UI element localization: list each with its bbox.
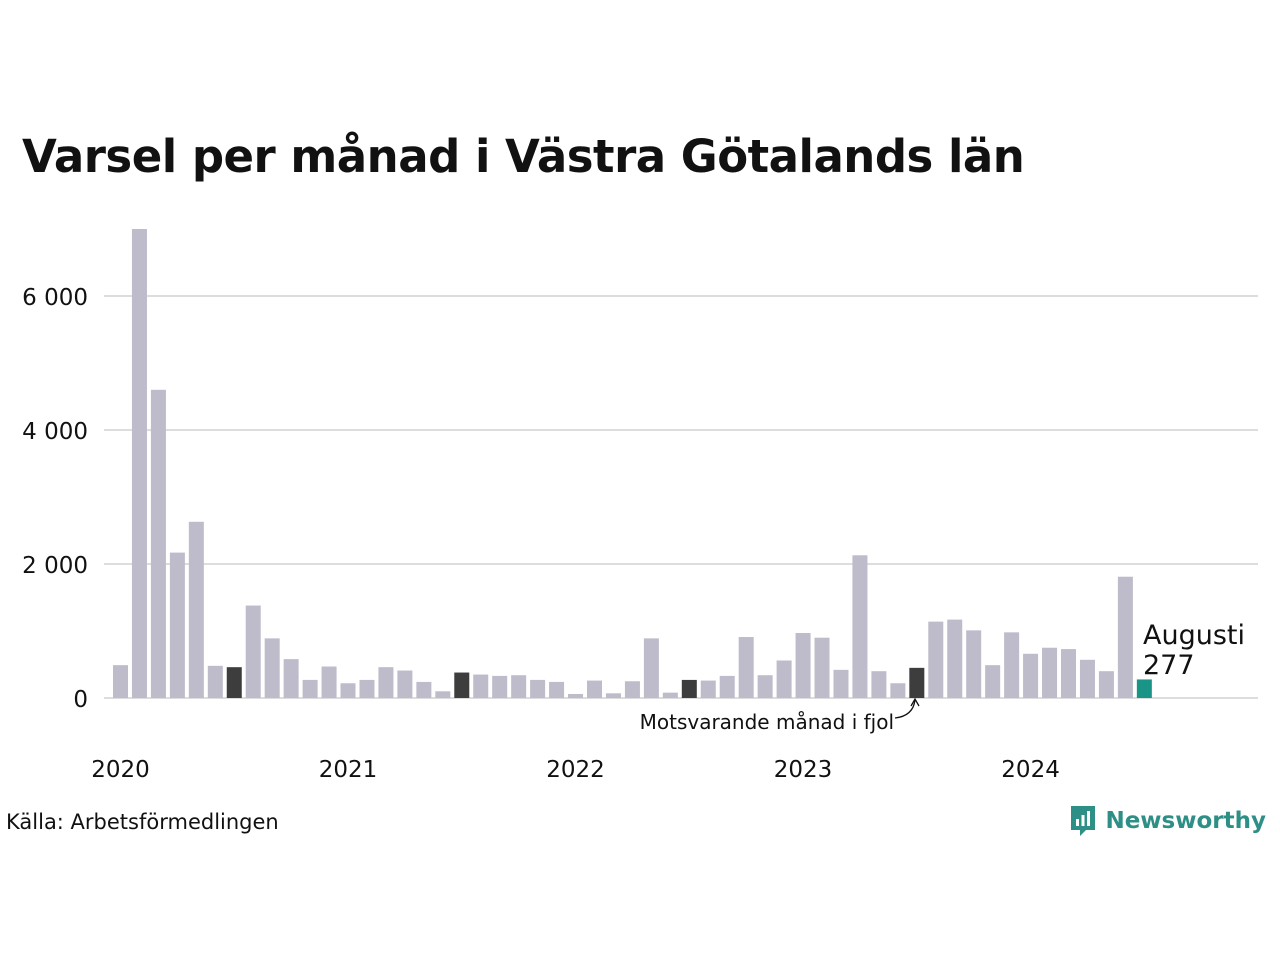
annotation-arrow (894, 699, 916, 719)
bar-2024-01 (1023, 653, 1039, 698)
bar-2023-07 (909, 667, 925, 698)
y-tick-label: 2 000 (22, 553, 88, 579)
bar-2023-06 (890, 683, 906, 698)
bar-2021-12 (549, 681, 565, 698)
bar-2021-05 (416, 681, 432, 698)
bar-2020-11 (302, 679, 318, 698)
bar-2023-05 (871, 671, 887, 698)
x-tick-label: 2022 (546, 757, 605, 783)
annotation-arrowhead (910, 697, 920, 707)
bar-2021-02 (359, 679, 375, 698)
y-tick-label: 4 000 (22, 419, 88, 445)
x-tick-label: 2024 (1001, 757, 1060, 783)
bar-2022-12 (776, 660, 792, 698)
bar-2023-12 (1004, 632, 1020, 698)
bar-2023-01 (795, 633, 811, 698)
bar-2020-12 (321, 666, 337, 698)
bar-2020-08 (245, 605, 261, 698)
bar-2024-06 (1117, 576, 1133, 698)
current-month-value: 277 (1143, 650, 1195, 681)
gridlines (104, 295, 1258, 699)
source-note: Källa: Arbetsförmedlingen (6, 810, 279, 834)
brand-name: Newsworthy (1105, 808, 1266, 834)
bar-2024-02 (1042, 647, 1058, 698)
bar-2023-08 (928, 621, 944, 698)
chart-title: Varsel per månad i Västra Götalands län (22, 130, 1025, 183)
bar-2020-02 (131, 229, 147, 698)
bar-2020-05 (188, 521, 204, 698)
bar-2023-03 (833, 669, 849, 698)
bar-2020-09 (264, 638, 280, 698)
current-month-label: Augusti (1143, 620, 1245, 651)
bar-2022-11 (757, 675, 773, 698)
bar-2021-07 (454, 672, 470, 698)
bar-2022-02 (587, 680, 602, 698)
bar-2023-10 (966, 630, 982, 698)
bar-2023-09 (947, 619, 963, 698)
bar-2021-08 (473, 674, 489, 698)
bar-2021-06 (435, 691, 451, 698)
bar-2022-08 (700, 680, 716, 698)
bar-2022-05 (643, 638, 659, 698)
bar-2022-06 (662, 692, 678, 698)
bar-2020-01 (113, 665, 128, 698)
x-tick-label: 2020 (91, 757, 150, 783)
bar-2020-06 (207, 665, 223, 698)
bar-2022-09 (719, 675, 735, 698)
bar-2024-05 (1098, 671, 1114, 698)
y-axis-ticks: 0 2 000 4 000 6 000 (22, 285, 88, 713)
bar-2024-03 (1061, 649, 1076, 698)
x-axis-ticks: 2020 2021 2022 2023 2024 (91, 757, 1060, 783)
bar-2023-04 (852, 555, 868, 698)
bar-2021-03 (378, 667, 394, 698)
bar-2024-04 (1079, 659, 1095, 698)
newsworthy-logo-icon (1071, 806, 1096, 836)
bar-2022-07 (681, 679, 697, 698)
bar-2020-07 (226, 667, 242, 698)
x-tick-label: 2023 (774, 757, 833, 783)
bar-2020-10 (283, 659, 299, 698)
previous-year-annotation: Motsvarande månad i fjol (640, 710, 894, 734)
bar-2021-01 (340, 683, 356, 698)
bar-2022-10 (738, 637, 754, 698)
bar-2023-02 (814, 637, 830, 698)
annotations: Augusti 277 Motsvarande månad i fjol (640, 620, 1245, 734)
x-tick-label: 2021 (319, 757, 378, 783)
bar-2020-03 (150, 389, 166, 698)
y-tick-label: 0 (73, 687, 88, 713)
bar-chart: 0 2 000 4 000 6 000 2020 2021 2022 2023 2024 Au… (22, 229, 1258, 783)
y-tick-label: 6 000 (22, 285, 88, 311)
bar-2023-11 (985, 665, 1001, 698)
bar-2021-11 (530, 679, 546, 698)
bar-2021-10 (511, 675, 527, 698)
bar-2021-09 (492, 675, 508, 698)
bar-2022-04 (624, 681, 640, 698)
bar-2022-03 (605, 693, 621, 698)
bar-2021-04 (397, 670, 413, 698)
bar-2022-01 (568, 693, 584, 698)
bar-2020-04 (169, 552, 185, 698)
brand-logo: Newsworthy (1069, 804, 1266, 838)
bars (113, 229, 1152, 698)
bar-2024-07 (1136, 679, 1152, 698)
